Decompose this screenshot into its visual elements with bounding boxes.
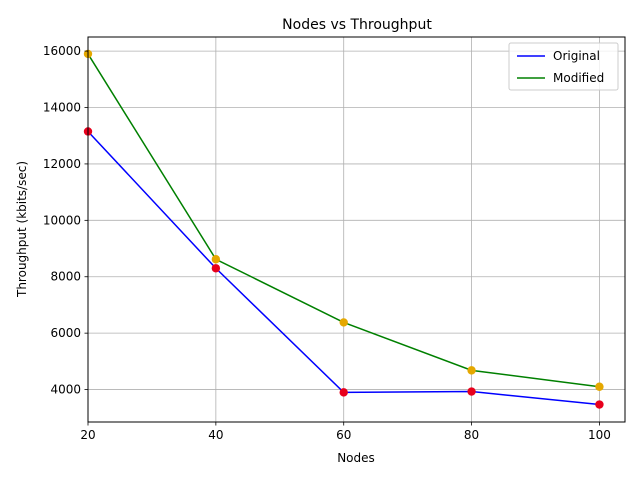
y-tick-label: 14000 [43, 101, 81, 115]
y-axis: 4000 6000 8000 10000 12000 14000 16000 [43, 44, 88, 397]
series-layer [83, 49, 604, 409]
legend: Original Modified [508, 42, 619, 91]
y-axis-title: Throughput (kbits/sec) [15, 161, 29, 298]
chart-title: Nodes vs Throughput [282, 17, 432, 33]
x-tick-label: 100 [588, 428, 611, 442]
y-tick-label: 4000 [50, 383, 81, 397]
data-point-original [595, 400, 604, 409]
legend-label-modified: Modified [553, 71, 604, 85]
x-tick-label: 40 [208, 428, 223, 442]
data-point-modified [595, 382, 604, 391]
data-point-modified [211, 255, 221, 264]
x-tick-label: 80 [464, 428, 479, 442]
x-axis: 20 40 60 80 100 [80, 422, 611, 442]
data-point-modified [339, 318, 348, 327]
x-tick-label: 20 [80, 428, 95, 442]
y-tick-label: 10000 [43, 213, 81, 227]
x-axis-title: Nodes [337, 451, 375, 465]
grid [87, 37, 625, 422]
y-tick-label: 16000 [43, 44, 81, 58]
plot-frame [87, 36, 626, 423]
data-point-original [339, 388, 348, 397]
data-point-original [467, 387, 476, 396]
y-tick-label: 8000 [50, 270, 81, 284]
x-tick-label: 60 [336, 428, 351, 442]
y-tick-label: 6000 [50, 326, 81, 340]
data-point-modified [467, 366, 476, 375]
data-point-original [211, 264, 221, 273]
legend-label-original: Original [553, 49, 600, 63]
y-tick-label: 12000 [43, 157, 81, 171]
